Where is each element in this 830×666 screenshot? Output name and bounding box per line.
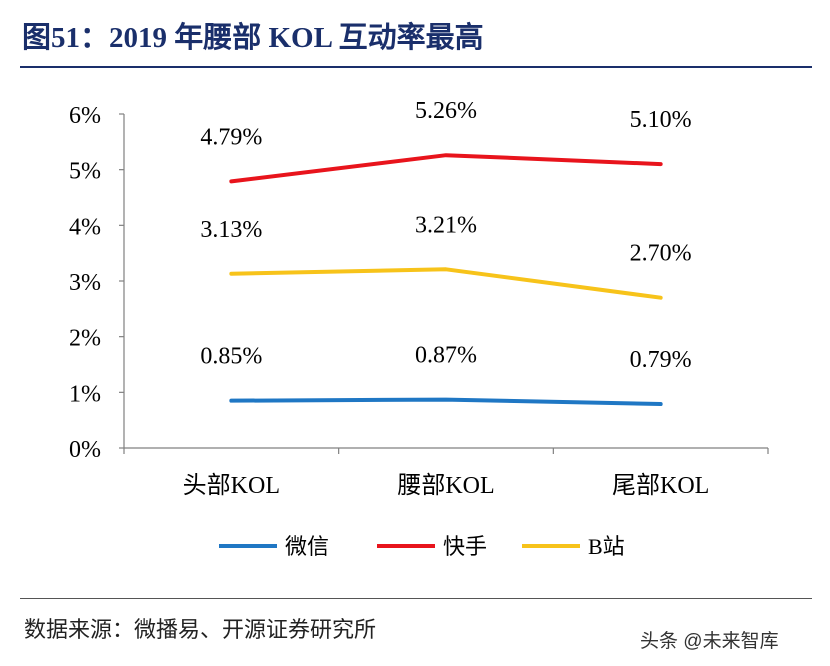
data-label: 0.79% <box>630 347 692 373</box>
title-rule <box>20 66 812 68</box>
legend-label: 快手 <box>443 534 487 559</box>
y-tick-label: 3% <box>69 270 101 296</box>
data-label: 5.26% <box>415 98 477 124</box>
data-label: 3.13% <box>200 217 262 243</box>
x-tick-label: 腰部KOL <box>397 472 494 499</box>
y-tick-label: 1% <box>69 381 101 407</box>
line-chart: 0% 1% 2% 3% 4% 5% 6% 头部KOL 腰部KOL 尾部KOL 0.85% 0.87% 0… <box>69 98 769 559</box>
x-tick-label: 头部KOL <box>183 472 280 499</box>
y-tick-label: 2% <box>69 326 101 352</box>
data-label: 5.10% <box>630 107 692 133</box>
series-line-B站 <box>229 267 663 300</box>
figure-title: 图51：2019 年腰部 KOL 互动率最高 <box>22 22 484 54</box>
data-label: 0.85% <box>200 344 262 370</box>
y-tick-label: 6% <box>69 103 101 129</box>
y-tick-label: 0% <box>69 437 101 463</box>
data-label: 4.79% <box>200 124 262 150</box>
legend-label: 微信 <box>285 534 329 559</box>
data-label: 0.87% <box>415 343 477 369</box>
watermark: 头条 @未来智库 <box>640 631 779 652</box>
legend-label: B站 <box>588 534 625 559</box>
series-line-微信 <box>229 397 663 407</box>
series-line-快手 <box>229 153 663 184</box>
data-label: 2.70% <box>630 241 692 267</box>
source-text: 数据来源：微播易、开源证券研究所 <box>24 617 377 642</box>
x-tick-label: 尾部KOL <box>612 472 709 499</box>
y-tick-label: 5% <box>69 159 101 185</box>
y-tick-label: 4% <box>69 214 101 240</box>
data-label: 3.21% <box>415 212 477 238</box>
source-rule <box>20 598 812 599</box>
